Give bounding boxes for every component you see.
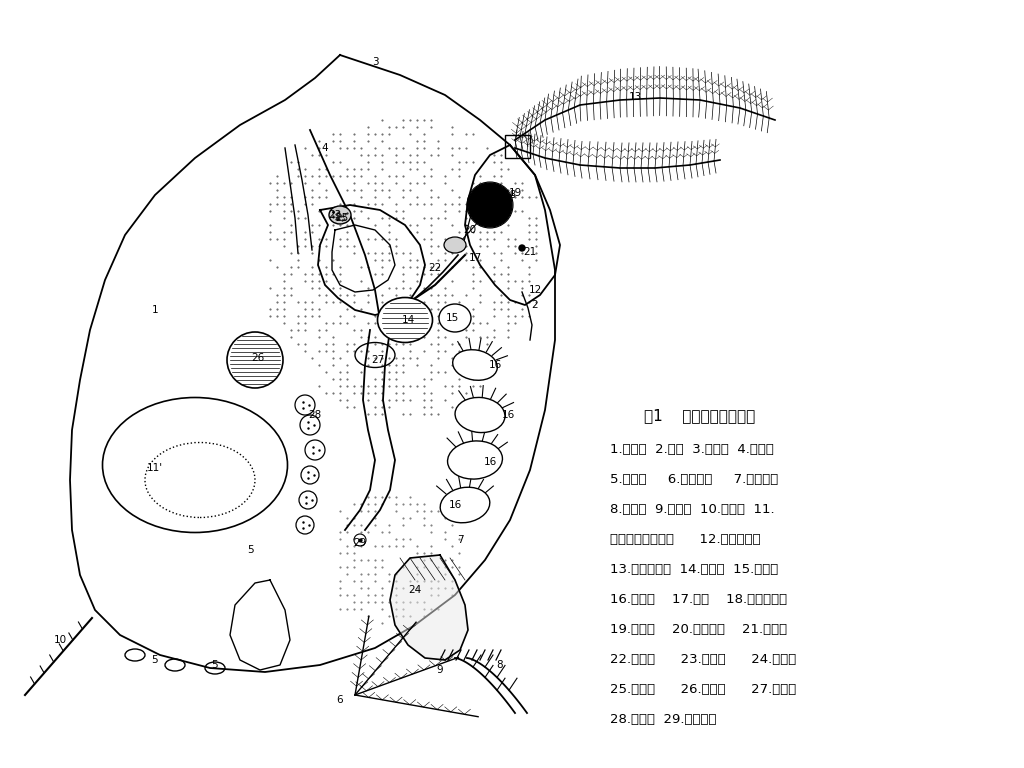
Text: 5: 5 bbox=[212, 660, 218, 670]
Text: 24: 24 bbox=[409, 585, 422, 595]
Ellipse shape bbox=[444, 237, 466, 253]
Text: 17: 17 bbox=[468, 253, 481, 263]
Text: 图1    枝角类雌体模式图: 图1 枝角类雌体模式图 bbox=[644, 408, 756, 423]
Text: 28: 28 bbox=[308, 410, 322, 420]
Polygon shape bbox=[390, 555, 468, 660]
Text: 23: 23 bbox=[329, 210, 342, 220]
Text: 8.尾爬；  9.肛刺；  10.壳刺；  11.: 8.尾爬； 9.肛刺； 10.壳刺； 11. bbox=[610, 503, 774, 516]
Ellipse shape bbox=[125, 649, 145, 661]
Ellipse shape bbox=[378, 297, 432, 343]
Text: 4: 4 bbox=[322, 143, 329, 153]
Text: 10: 10 bbox=[53, 635, 67, 645]
Text: 18: 18 bbox=[504, 190, 517, 200]
Text: 15: 15 bbox=[445, 313, 459, 323]
Text: 19.复眼；    20.动眼肌；    21.单眼；: 19.复眼； 20.动眼肌； 21.单眼； bbox=[610, 623, 787, 636]
Text: 5.腹突；     6.尾刚毛，     7.后腹部；: 5.腹突； 6.尾刚毛， 7.后腹部； bbox=[610, 473, 778, 486]
Circle shape bbox=[468, 183, 512, 227]
Text: 12: 12 bbox=[528, 285, 542, 295]
Text: 2: 2 bbox=[531, 300, 539, 310]
Ellipse shape bbox=[205, 662, 225, 674]
Text: 26: 26 bbox=[251, 353, 264, 363]
Text: 20: 20 bbox=[464, 225, 476, 235]
Text: 孵育囊中的夏卵，      12.第一触角；: 孵育囊中的夏卵， 12.第一触角； bbox=[610, 533, 761, 546]
Text: 16: 16 bbox=[488, 360, 502, 370]
Text: 29: 29 bbox=[353, 538, 367, 548]
Text: 6: 6 bbox=[337, 695, 343, 705]
Text: 14: 14 bbox=[401, 315, 415, 325]
Text: 19: 19 bbox=[508, 188, 521, 198]
Ellipse shape bbox=[165, 659, 185, 671]
Text: 16: 16 bbox=[483, 457, 497, 467]
Text: 3: 3 bbox=[372, 57, 378, 67]
Ellipse shape bbox=[453, 349, 498, 380]
Text: 22.食道；      23.中肠；      24.直肠；: 22.食道； 23.中肠； 24.直肠； bbox=[610, 653, 797, 666]
Text: 5: 5 bbox=[152, 655, 159, 665]
Text: 11': 11' bbox=[146, 463, 163, 473]
Text: 25.贲门；      26.心脏；      27.颎腺；: 25.贲门； 26.心脏； 27.颎腺； bbox=[610, 683, 797, 696]
Text: 13: 13 bbox=[629, 92, 642, 102]
Text: 25: 25 bbox=[336, 213, 348, 223]
Text: 5: 5 bbox=[247, 545, 253, 555]
Text: 1.颈沟；  2.吻；  3.头盖；  4.壳弧；: 1.颈沟； 2.吻； 3.头盖； 4.壳弧； bbox=[610, 443, 774, 456]
Text: 16: 16 bbox=[502, 410, 515, 420]
Ellipse shape bbox=[447, 441, 503, 479]
Text: 16.胸肢；    17.脑；    18.视神经节；: 16.胸肢； 17.脑； 18.视神经节； bbox=[610, 593, 787, 606]
Text: 7: 7 bbox=[457, 535, 463, 545]
Text: 21: 21 bbox=[523, 247, 537, 257]
Text: 27: 27 bbox=[372, 355, 385, 365]
Ellipse shape bbox=[329, 206, 351, 224]
Ellipse shape bbox=[439, 304, 471, 332]
Circle shape bbox=[227, 332, 283, 388]
Text: 8: 8 bbox=[497, 660, 504, 670]
Circle shape bbox=[519, 245, 525, 251]
Ellipse shape bbox=[455, 397, 505, 432]
Text: 9: 9 bbox=[436, 665, 443, 675]
Text: 1: 1 bbox=[152, 305, 159, 315]
Ellipse shape bbox=[440, 487, 489, 523]
Text: 13.第二触角；  14.大颎；  15.上唇；: 13.第二触角； 14.大颎； 15.上唇； bbox=[610, 563, 778, 576]
Text: 22: 22 bbox=[428, 263, 441, 273]
Text: 28.卵巢；  29.生殖孔。: 28.卵巢； 29.生殖孔。 bbox=[610, 713, 717, 726]
Text: 16: 16 bbox=[449, 500, 462, 510]
